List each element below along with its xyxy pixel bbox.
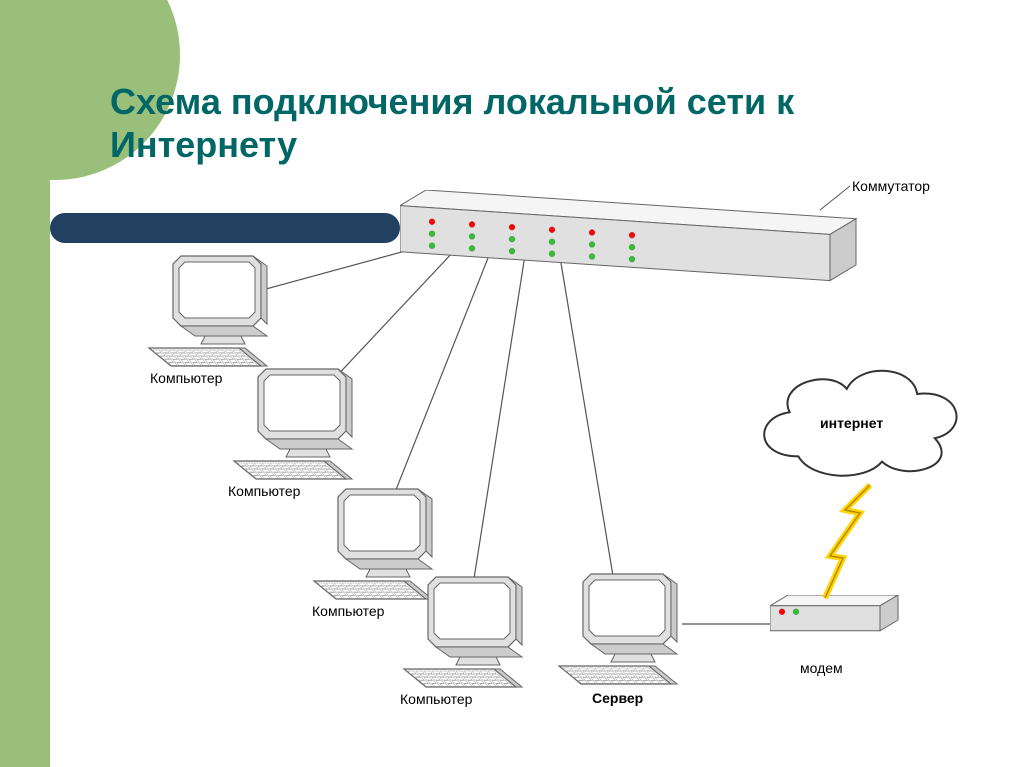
decorative-bar (50, 213, 400, 243)
modem-device (770, 595, 902, 658)
switch-device (400, 190, 860, 295)
server-device (555, 570, 690, 695)
internet-label: интернет (820, 415, 883, 431)
computer-1 (145, 252, 280, 377)
computer-2 (230, 365, 365, 490)
switch-label: Коммутатор (852, 178, 930, 194)
computer-4 (400, 573, 535, 698)
server-label: Сервер (592, 690, 643, 706)
computer-2-label: Компьютер (228, 483, 300, 499)
modem-label: модем (800, 660, 843, 676)
computer-3-label: Компьютер (312, 603, 384, 619)
page-title: Схема подключения локальной сети к Интер… (110, 80, 930, 166)
computer-4-label: Компьютер (400, 691, 472, 707)
computer-1-label: Компьютер (150, 370, 222, 386)
